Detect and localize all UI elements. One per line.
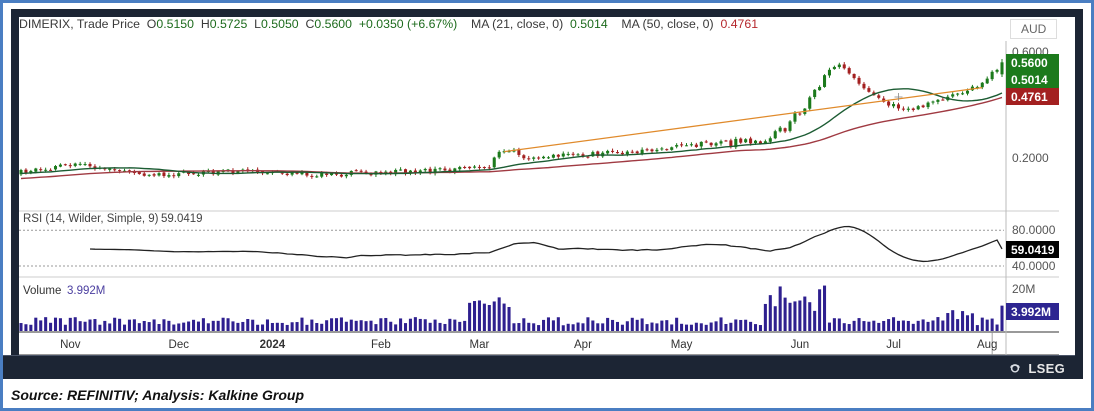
svg-text:Feb: Feb bbox=[371, 339, 391, 351]
svg-text:2024: 2024 bbox=[260, 339, 286, 351]
svg-text:59.0419: 59.0419 bbox=[161, 213, 203, 225]
svg-text:Apr: Apr bbox=[574, 339, 592, 351]
svg-text:Nov: Nov bbox=[60, 339, 81, 351]
svg-text:Aug: Aug bbox=[977, 339, 997, 351]
svg-text:Mar: Mar bbox=[470, 339, 490, 351]
svg-text:Dec: Dec bbox=[169, 339, 190, 351]
svg-text:May: May bbox=[671, 339, 693, 351]
svg-text:Jun: Jun bbox=[791, 339, 810, 351]
svg-text:RSI (14, Wilder, Simple, 9): RSI (14, Wilder, Simple, 9) bbox=[23, 213, 159, 225]
svg-text:Jul: Jul bbox=[886, 339, 901, 351]
svg-text:3.992M: 3.992M bbox=[67, 285, 105, 297]
svg-text:Volume: Volume bbox=[23, 285, 61, 297]
